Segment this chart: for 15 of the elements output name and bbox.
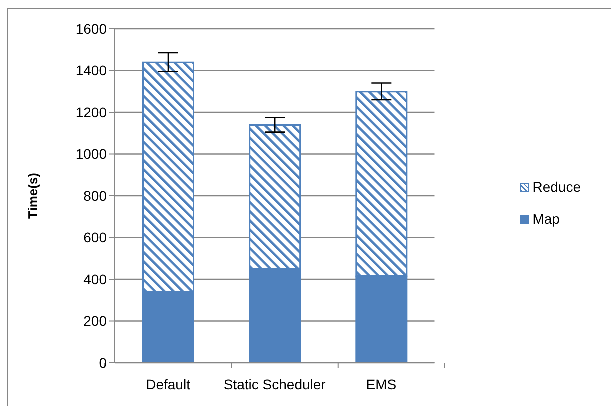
x-tick-label: Default bbox=[146, 376, 191, 393]
y-tick-label: 600 bbox=[84, 230, 108, 246]
y-tick-label: 1200 bbox=[76, 104, 108, 120]
y-tick-label: 1400 bbox=[76, 62, 108, 79]
y-tick-label: 1600 bbox=[76, 20, 108, 37]
y-tick-label: 200 bbox=[84, 313, 108, 330]
y-axis-title: Time(s) bbox=[26, 173, 41, 219]
legend-label: Map bbox=[532, 211, 560, 227]
y-tick-label: 400 bbox=[84, 271, 108, 288]
x-tick-label: EMS bbox=[366, 376, 397, 393]
x-tick-label: Static Scheduler bbox=[224, 376, 326, 393]
y-tick-label: 800 bbox=[84, 188, 108, 204]
y-tick-label: 0 bbox=[99, 354, 108, 371]
legend-label: Reduce bbox=[532, 179, 581, 195]
y-tick-label: 1000 bbox=[76, 146, 108, 162]
